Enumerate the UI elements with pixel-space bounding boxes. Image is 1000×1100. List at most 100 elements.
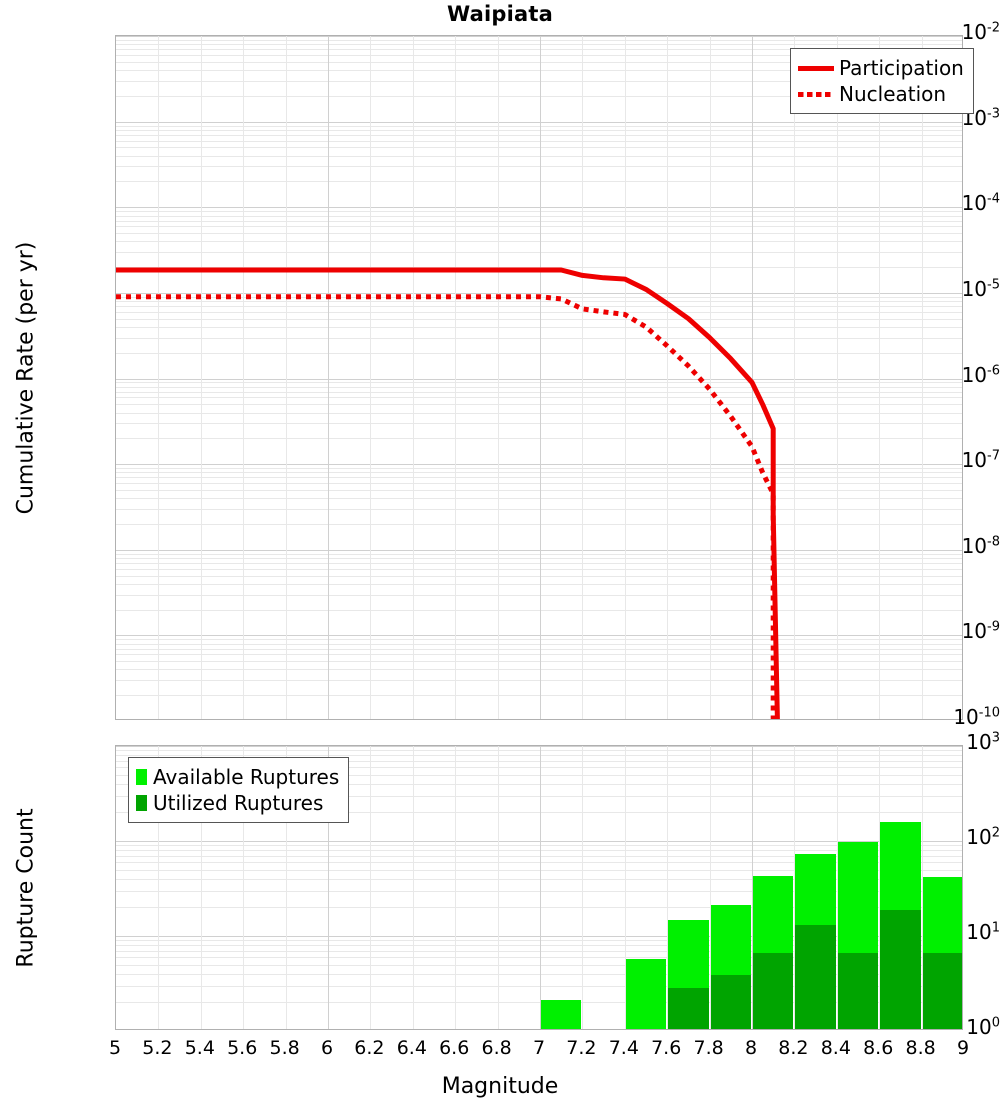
y-axis-tick-label: 100	[966, 1015, 1000, 1039]
legend-item[interactable]: Utilized Ruptures	[136, 790, 339, 816]
gridline-horizontal	[116, 879, 962, 880]
gridline-vertical	[201, 36, 202, 719]
gridline-horizontal	[116, 610, 962, 611]
x-axis-tick-label: 7	[532, 1037, 546, 1059]
gridline-vertical	[582, 746, 583, 1029]
gridline-vertical	[879, 746, 880, 1029]
gridline-horizontal	[116, 207, 962, 208]
gridline-horizontal	[116, 126, 962, 127]
gridline-horizontal	[116, 306, 962, 307]
x-axis-tick-label: 9	[956, 1037, 970, 1059]
histogram-bar	[837, 746, 879, 1029]
legend-item[interactable]: Nucleation	[798, 81, 964, 107]
gridline-horizontal	[116, 784, 962, 785]
gridline-vertical	[667, 36, 668, 719]
gridline-horizontal	[116, 147, 962, 148]
gridline-vertical	[794, 36, 795, 719]
gridline-horizontal	[116, 490, 962, 491]
figure-title: Waipiata	[447, 2, 553, 26]
gridline-horizontal	[116, 141, 962, 142]
gridline-horizontal	[116, 654, 962, 655]
gridline-horizontal	[116, 1002, 962, 1003]
gridline-vertical	[837, 36, 838, 719]
color-swatch-icon	[136, 769, 147, 785]
x-axis-tick-label: 6	[320, 1037, 334, 1059]
gridline-horizontal	[116, 986, 962, 987]
bar-segment-utilized	[668, 988, 709, 1029]
gridline-vertical	[540, 36, 541, 719]
gridline-vertical	[752, 36, 753, 719]
curve-nucleation	[116, 294, 776, 719]
bar-segment-utilized	[710, 975, 751, 1029]
gridline-horizontal	[116, 563, 962, 564]
gridline-horizontal	[116, 70, 962, 71]
gridline-vertical	[498, 36, 499, 719]
gridline-vertical	[710, 36, 711, 719]
y-axis-label-top: Cumulative Rate (per yr)	[13, 241, 39, 514]
gridline-horizontal	[116, 569, 962, 570]
gridline-vertical	[498, 746, 499, 1029]
x-axis-tick-label: 6.2	[354, 1037, 385, 1059]
gridline-horizontal	[116, 181, 962, 182]
x-axis-tick-label: 5.2	[142, 1037, 173, 1059]
gridline-horizontal	[116, 130, 962, 131]
x-axis-tick-label: 7.4	[608, 1037, 639, 1059]
x-axis-tick-label: 8	[744, 1037, 758, 1059]
y-axis-tick-label: 101	[966, 920, 1000, 944]
gridline-horizontal	[116, 695, 962, 696]
legend-item[interactable]: Available Ruptures	[136, 764, 339, 790]
gridline-horizontal	[116, 221, 962, 222]
gridline-horizontal	[116, 850, 962, 851]
legend-item-label: Nucleation	[839, 82, 947, 106]
gridline-vertical	[201, 746, 202, 1029]
gridline-horizontal	[116, 812, 962, 813]
histogram-bar	[922, 746, 962, 1029]
gridline-horizontal	[116, 856, 962, 857]
grid-top	[116, 36, 962, 719]
gridline-horizontal	[116, 397, 962, 398]
gridline-vertical	[413, 746, 414, 1029]
y-axis-tick-label: 10-4	[961, 191, 1000, 216]
gridline-horizontal	[116, 483, 962, 484]
x-axis-tick-label: 5.6	[227, 1037, 258, 1059]
gridline-horizontal	[116, 891, 962, 892]
y-axis-tick-label: 10-2	[961, 20, 1000, 44]
bar-segment-utilized	[922, 953, 962, 1029]
gridline-horizontal	[116, 576, 962, 577]
gridline-horizontal	[116, 472, 962, 473]
bar-segment-available	[541, 1000, 582, 1029]
gridline-horizontal	[116, 951, 962, 952]
x-axis-tick-label: 6.4	[396, 1037, 427, 1059]
gridline-horizontal	[116, 252, 962, 253]
gridline-horizontal	[116, 644, 962, 645]
x-axis-tick-label: 8.6	[863, 1037, 894, 1059]
gridline-horizontal	[116, 423, 962, 424]
gridline-vertical	[879, 36, 880, 719]
gridline-horizontal	[116, 156, 962, 157]
gridline-vertical	[286, 746, 287, 1029]
gridline-horizontal	[116, 81, 962, 82]
gridline-horizontal	[116, 387, 962, 388]
gridline-vertical	[540, 746, 541, 1029]
gridline-vertical	[413, 36, 414, 719]
gridline-horizontal	[116, 216, 962, 217]
gridline-vertical	[328, 746, 329, 1029]
gridline-horizontal	[116, 767, 962, 768]
gridline-horizontal	[116, 755, 962, 756]
gridline-horizontal	[116, 554, 962, 555]
gridline-vertical	[286, 36, 287, 719]
legend-item[interactable]: Participation	[798, 55, 964, 81]
x-axis-tick-label: 6.8	[481, 1037, 512, 1059]
bar-segment-utilized	[880, 909, 921, 1029]
legend-ruptures: Available Ruptures Utilized Ruptures	[128, 757, 350, 823]
gridline-vertical	[794, 746, 795, 1029]
legend-item-label: Participation	[839, 56, 964, 80]
gridline-horizontal	[116, 870, 962, 871]
gridline-horizontal	[116, 44, 962, 45]
gridline-horizontal	[116, 477, 962, 478]
x-axis-tick-label: 7.2	[566, 1037, 597, 1059]
gridline-horizontal	[116, 746, 962, 747]
gridline-horizontal	[116, 382, 962, 383]
bar-segment-available	[625, 958, 667, 1029]
bar-segment-utilized	[837, 953, 879, 1029]
